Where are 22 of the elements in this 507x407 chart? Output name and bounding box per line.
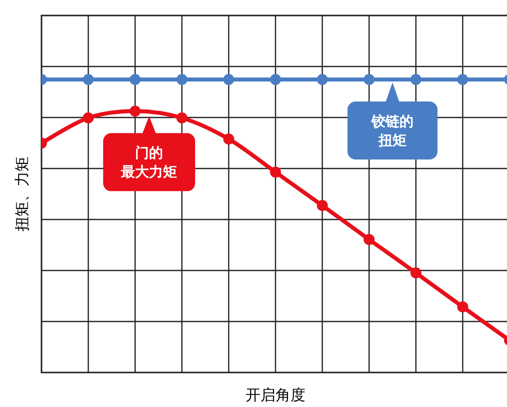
point <box>316 200 328 211</box>
y-axis-title: 扭矩、力矩 <box>13 156 31 232</box>
point <box>410 74 422 85</box>
point <box>82 112 94 124</box>
point <box>364 234 375 245</box>
point <box>364 74 375 85</box>
point <box>223 133 234 144</box>
point <box>176 74 188 85</box>
x-axis-title: 开启角度 <box>246 386 306 404</box>
point <box>176 112 188 124</box>
point <box>457 74 468 85</box>
point <box>130 106 141 117</box>
annotation: 门的最大力矩 <box>120 144 178 181</box>
point <box>270 74 281 85</box>
point <box>316 74 328 85</box>
point <box>130 74 141 85</box>
point <box>270 166 281 178</box>
point <box>457 301 468 312</box>
annotation: 铰链的扭矩 <box>370 113 414 149</box>
point <box>410 267 422 278</box>
point <box>82 74 94 85</box>
point <box>223 74 234 85</box>
